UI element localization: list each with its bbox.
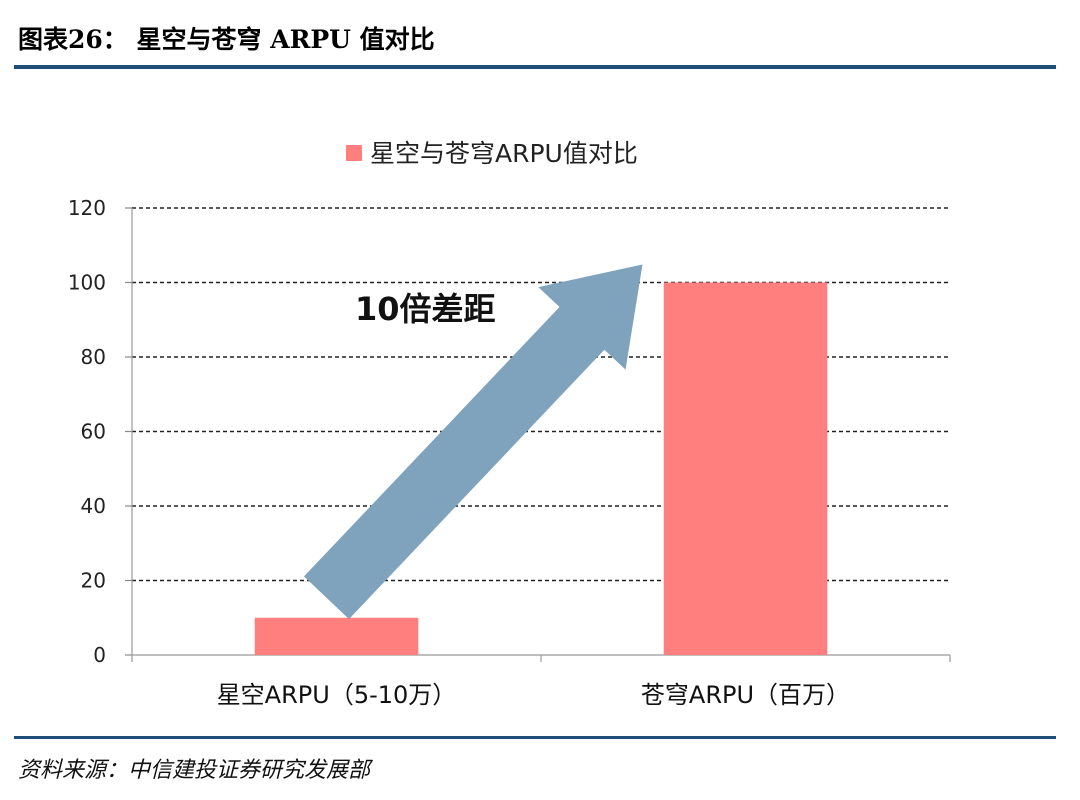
annotation-arrow [304,264,643,620]
y-tick-label: 40 [81,494,106,518]
annotation-label: 10倍差距 [355,290,496,328]
x-category-label: 苍穹ARPU（百万） [641,681,850,709]
figure-title: 图表26： 星空与苍穹 ARPU 值对比 [18,25,435,54]
title-rule [14,65,1056,69]
legend-label: 星空与苍穹ARPU值对比 [370,139,638,168]
y-tick-label: 20 [81,569,106,593]
legend: 星空与苍穹ARPU值对比 [346,139,638,168]
bar-1 [254,617,419,655]
y-tick-label: 80 [81,345,106,369]
y-tick-label: 100 [68,271,106,295]
legend-swatch [346,145,362,161]
bars [254,282,828,655]
y-tick-label: 0 [93,643,106,667]
y-tick-label: 60 [81,420,106,444]
bar-2 [663,282,828,655]
source-note: 资料来源：中信建投证券研究发展部 [18,758,371,783]
x-category-label: 星空ARPU（5-10万） [217,681,457,709]
growth-arrow [304,264,643,620]
y-tick-label: 120 [68,196,106,220]
footer-rule [14,736,1056,739]
labels: 0 20 40 60 80 100 120 星空ARPU（5-10万） 苍穹ARPU（百万） [68,196,850,709]
